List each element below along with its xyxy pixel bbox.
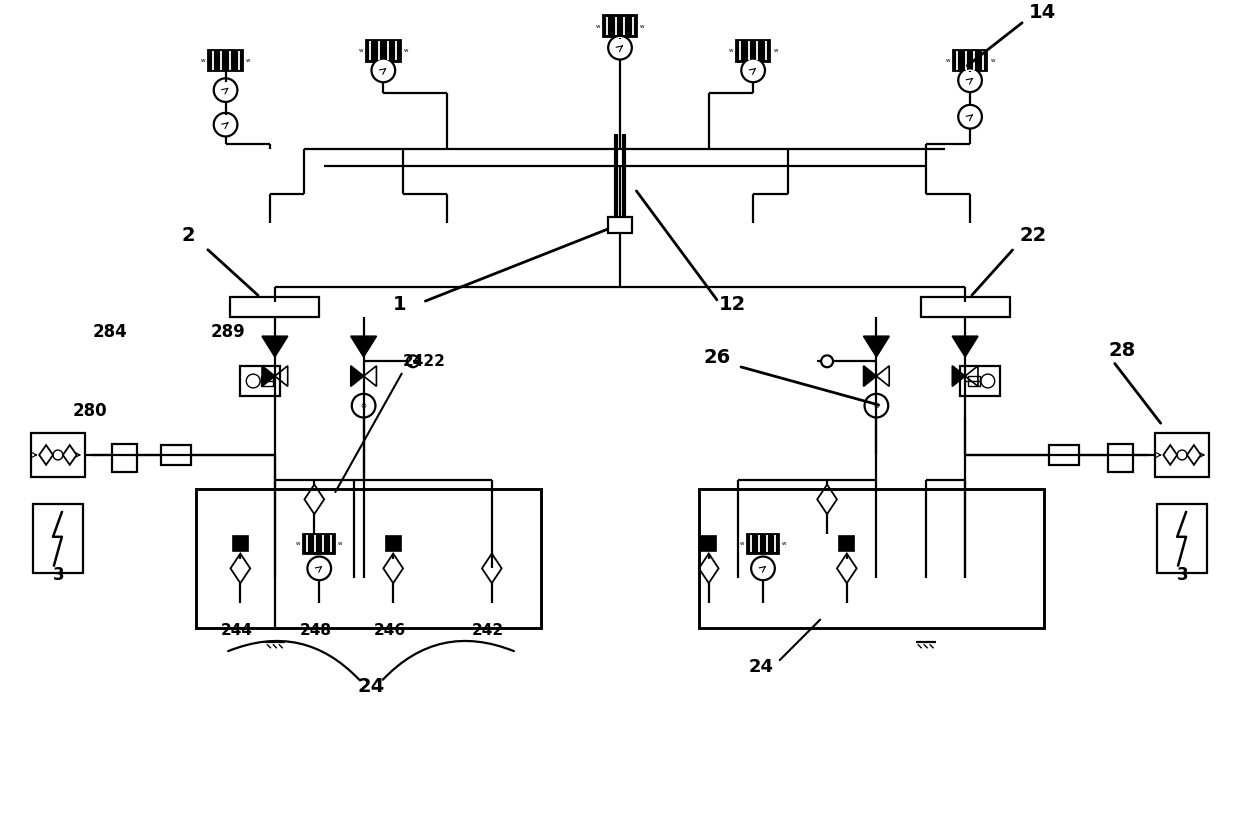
Text: w: w	[339, 541, 342, 546]
Polygon shape	[863, 336, 889, 357]
Text: 1: 1	[393, 295, 407, 314]
Bar	[112, 444, 136, 472]
Bar	[608, 217, 632, 233]
Bar	[968, 376, 980, 386]
Polygon shape	[262, 336, 288, 357]
Bar	[386, 537, 401, 551]
Circle shape	[959, 104, 982, 129]
Text: w: w	[403, 48, 408, 54]
Bar	[735, 40, 770, 62]
Circle shape	[407, 355, 419, 367]
Text: 24: 24	[357, 676, 384, 696]
Bar	[241, 366, 280, 395]
Bar	[208, 49, 243, 71]
Bar	[960, 366, 999, 395]
Text: 2: 2	[181, 226, 195, 245]
Polygon shape	[262, 366, 275, 386]
Polygon shape	[952, 336, 978, 357]
Text: 26: 26	[704, 349, 732, 367]
Text: 242: 242	[472, 624, 505, 639]
Text: 248: 248	[300, 624, 331, 639]
Bar	[839, 537, 854, 551]
Text: w: w	[201, 58, 206, 63]
Text: 22: 22	[1019, 226, 1047, 245]
Bar	[1049, 445, 1079, 465]
Bar	[262, 376, 273, 386]
Text: w: w	[945, 58, 950, 63]
Bar	[33, 504, 83, 573]
Bar	[1154, 433, 1209, 477]
Bar	[921, 297, 1009, 317]
Text: 3: 3	[1177, 566, 1189, 584]
Bar	[196, 489, 541, 628]
Polygon shape	[877, 366, 889, 386]
Text: w: w	[740, 541, 744, 546]
Bar	[231, 297, 319, 317]
Text: w: w	[358, 48, 363, 54]
Bar	[603, 15, 637, 37]
Polygon shape	[363, 366, 377, 386]
Text: ⊗: ⊗	[873, 403, 879, 409]
Bar	[702, 537, 717, 551]
Text: ⊗: ⊗	[361, 403, 367, 409]
Circle shape	[213, 79, 237, 102]
Text: 12: 12	[719, 295, 746, 314]
Bar	[161, 445, 191, 465]
Circle shape	[213, 113, 237, 136]
Bar	[699, 489, 1044, 628]
Text: 289: 289	[211, 323, 246, 340]
Circle shape	[821, 355, 833, 367]
Circle shape	[751, 557, 775, 580]
Text: 28: 28	[1109, 341, 1136, 360]
Bar	[748, 534, 779, 553]
Text: w: w	[991, 58, 994, 63]
Text: 14: 14	[1029, 3, 1056, 22]
Bar	[1157, 504, 1207, 573]
Circle shape	[372, 59, 396, 82]
Text: w: w	[774, 48, 777, 54]
Text: w: w	[296, 541, 300, 546]
Polygon shape	[275, 366, 288, 386]
Text: w: w	[728, 48, 733, 54]
Polygon shape	[952, 366, 965, 386]
Bar	[366, 40, 401, 62]
Polygon shape	[351, 366, 363, 386]
Polygon shape	[351, 336, 377, 357]
Bar	[1109, 444, 1133, 472]
Text: w: w	[595, 23, 600, 28]
Text: 2422: 2422	[403, 354, 446, 370]
Text: w: w	[640, 23, 645, 28]
Circle shape	[742, 59, 765, 82]
Text: w: w	[246, 58, 250, 63]
Text: 246: 246	[373, 624, 405, 639]
Text: w: w	[781, 541, 786, 546]
Circle shape	[864, 394, 888, 417]
Circle shape	[959, 69, 982, 92]
Bar	[952, 49, 987, 71]
Polygon shape	[965, 366, 978, 386]
Text: 284: 284	[93, 323, 128, 340]
Polygon shape	[863, 366, 877, 386]
Circle shape	[308, 557, 331, 580]
Circle shape	[352, 394, 376, 417]
Bar	[304, 534, 335, 553]
Text: 280: 280	[73, 401, 108, 420]
Bar	[31, 433, 86, 477]
Circle shape	[608, 36, 632, 59]
Text: 244: 244	[221, 624, 253, 639]
Text: 24: 24	[748, 658, 774, 675]
Bar	[233, 537, 248, 551]
Text: 3: 3	[53, 566, 64, 584]
